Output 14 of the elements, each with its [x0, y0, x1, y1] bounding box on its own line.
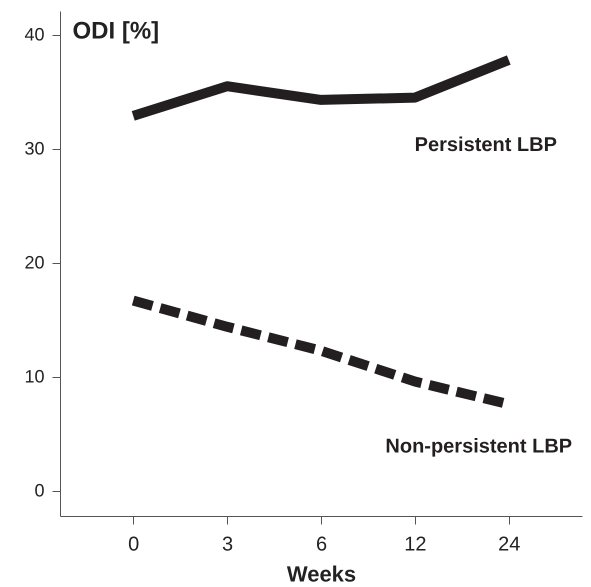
y-tick-label: 40	[24, 24, 44, 44]
x-tick-label: 12	[404, 534, 427, 556]
x-tick-label: 3	[222, 534, 234, 556]
x-tick-label: 24	[498, 534, 520, 556]
x-axis-title: Weeks	[286, 562, 356, 586]
x-tick-label: 0	[128, 534, 140, 556]
text: Non-persistent LBP	[385, 435, 572, 458]
y-tick-label: 30	[24, 138, 44, 158]
series-label: Persistent LBP	[414, 134, 557, 156]
y-axis-title: ODI [%]	[72, 18, 160, 44]
y-tick-label: 0	[34, 480, 44, 500]
x-tick-label: 6	[316, 534, 328, 556]
y-tick-label: 20	[24, 252, 44, 272]
y-tick-label: 10	[24, 366, 44, 386]
